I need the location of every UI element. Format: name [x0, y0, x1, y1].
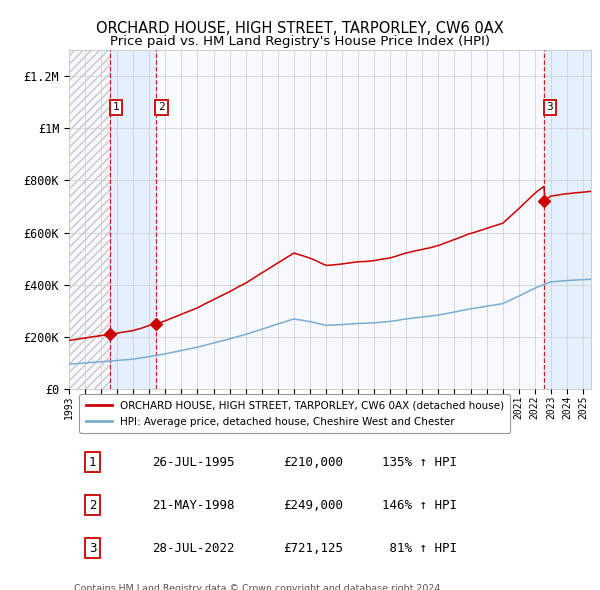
Text: £249,000: £249,000: [283, 499, 343, 512]
Text: Contains HM Land Registry data © Crown copyright and database right 2024.
This d: Contains HM Land Registry data © Crown c…: [74, 584, 443, 590]
Text: 2: 2: [158, 103, 165, 113]
Text: 1: 1: [113, 103, 119, 113]
Text: 21-MAY-1998: 21-MAY-1998: [152, 499, 235, 512]
Text: 81% ↑ HPI: 81% ↑ HPI: [382, 542, 457, 555]
Text: £210,000: £210,000: [283, 455, 343, 468]
Text: Price paid vs. HM Land Registry's House Price Index (HPI): Price paid vs. HM Land Registry's House …: [110, 35, 490, 48]
Text: 146% ↑ HPI: 146% ↑ HPI: [382, 499, 457, 512]
Bar: [110, 50, 155, 389]
Text: 135% ↑ HPI: 135% ↑ HPI: [382, 455, 457, 468]
Text: 3: 3: [89, 542, 96, 555]
Text: 28-JUL-2022: 28-JUL-2022: [152, 542, 235, 555]
Text: 2: 2: [89, 499, 96, 512]
Text: 26-JUL-1995: 26-JUL-1995: [152, 455, 235, 468]
Legend: ORCHARD HOUSE, HIGH STREET, TARPORLEY, CW6 0AX (detached house), HPI: Average pr: ORCHARD HOUSE, HIGH STREET, TARPORLEY, C…: [79, 394, 511, 432]
Text: 1: 1: [89, 455, 96, 468]
Text: £721,125: £721,125: [283, 542, 343, 555]
Text: ORCHARD HOUSE, HIGH STREET, TARPORLEY, CW6 0AX: ORCHARD HOUSE, HIGH STREET, TARPORLEY, C…: [96, 21, 504, 35]
Text: 3: 3: [547, 103, 553, 113]
Bar: [544, 50, 591, 389]
